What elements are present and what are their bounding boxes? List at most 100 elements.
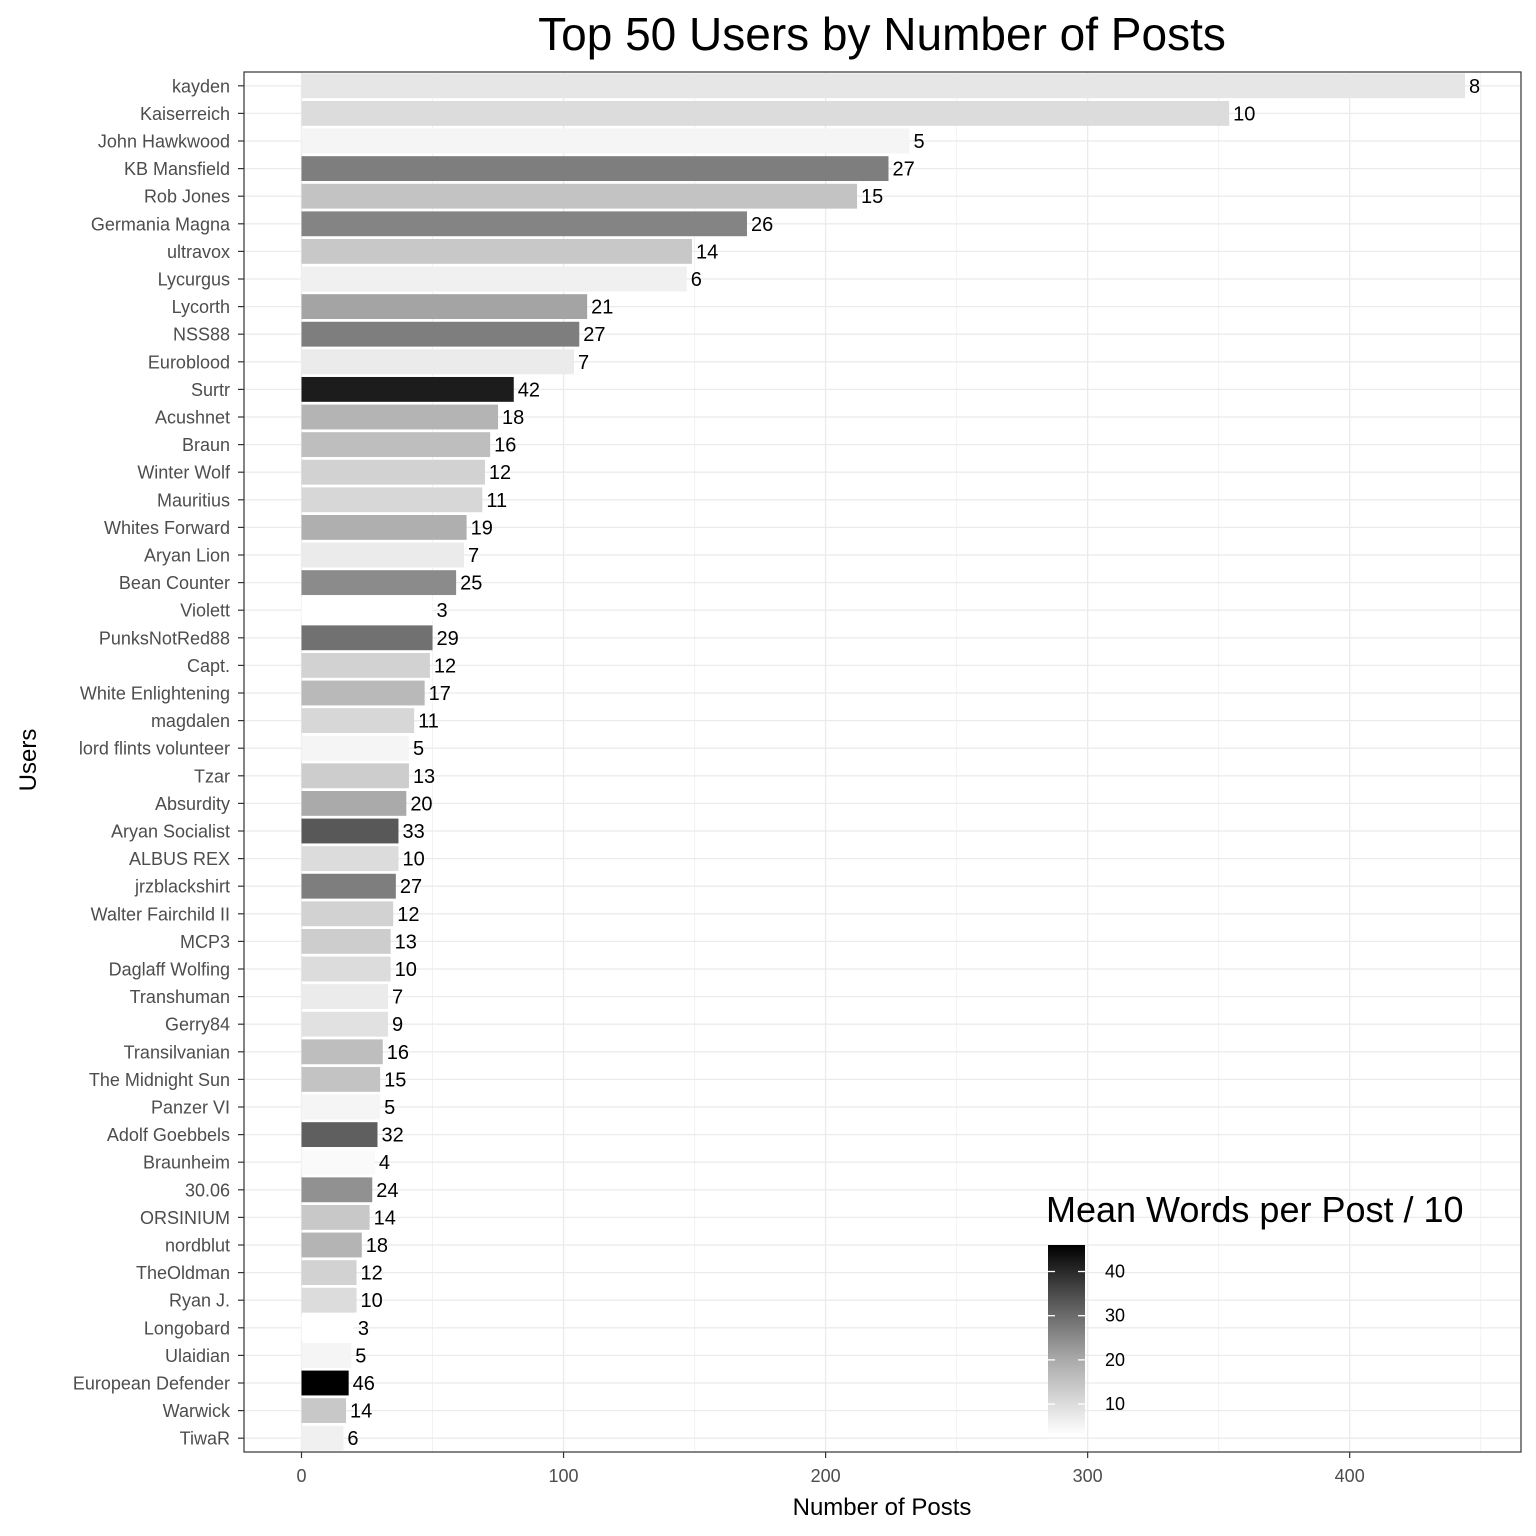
y-tick-label: nordblut: [165, 1236, 230, 1256]
legend-colorbar: [1048, 1245, 1085, 1435]
y-tick-label: jrzblackshirt: [134, 877, 230, 897]
bar-value-label: 4: [379, 1152, 390, 1174]
bar: [301, 73, 1466, 99]
color-legend: Mean Words per Post / 10 10 20 30 40: [1046, 1189, 1464, 1435]
y-tick-label: Panzer VI: [151, 1098, 230, 1118]
bar: [301, 211, 747, 237]
y-tick-label: Braun: [182, 435, 230, 455]
bar-value-label: 12: [361, 1263, 383, 1285]
bar: [301, 1260, 357, 1286]
legend-tick-label: 10: [1105, 1394, 1125, 1414]
y-tick-label: Whites Forward: [104, 518, 230, 538]
bar: [301, 294, 588, 320]
bar-value-label: 6: [347, 1428, 358, 1450]
bars: [301, 73, 1466, 1451]
bar: [301, 542, 464, 568]
y-axis: kayden Kaiserreich John Hawkwood KB Mansfie…: [73, 76, 244, 1449]
bar: [301, 404, 499, 430]
bar-value-label: 8: [1469, 76, 1480, 98]
y-tick-label: ALBUS REX: [129, 849, 230, 869]
bar: [301, 183, 858, 209]
bar-value-label: 15: [384, 1069, 406, 1091]
bar-value-label: 7: [468, 545, 479, 567]
bar-value-label: 3: [437, 600, 448, 622]
bar: [301, 597, 433, 623]
bar: [301, 652, 430, 678]
legend-tick-label: 20: [1105, 1350, 1125, 1370]
y-axis-title: Users: [15, 729, 42, 792]
bar-value-label: 5: [413, 738, 424, 760]
bar: [301, 1425, 344, 1451]
bar-value-label: 6: [691, 269, 702, 291]
bar: [301, 1066, 381, 1092]
y-tick-label: kayden: [172, 76, 230, 96]
y-tick-label: White Enlightening: [80, 684, 230, 704]
y-tick-label: Kaiserreich: [140, 104, 230, 124]
chart-title: Top 50 Users by Number of Posts: [538, 8, 1226, 60]
y-tick-label: Ryan J.: [169, 1291, 230, 1311]
bar-value-label: 7: [392, 987, 403, 1009]
bar-value-label: 16: [387, 1042, 409, 1064]
bar: [301, 376, 514, 402]
bar-value-label: 33: [402, 821, 424, 843]
bar: [301, 984, 388, 1010]
bar-value-label: 25: [460, 573, 482, 595]
y-tick-label: Mauritius: [157, 490, 230, 510]
bar: [301, 873, 396, 899]
bar-value-label: 10: [361, 1290, 383, 1312]
bar: [301, 846, 399, 872]
y-tick-label: Euroblood: [148, 352, 230, 372]
y-tick-label: Lycurgus: [158, 270, 230, 290]
bar: [301, 1287, 357, 1313]
y-tick-label: Aryan Socialist: [111, 822, 230, 842]
x-axis-title: Number of Posts: [793, 1494, 972, 1521]
y-tick-label: Braunheim: [143, 1153, 230, 1173]
bar: [301, 1204, 370, 1230]
y-tick-label: Lycorth: [172, 297, 230, 317]
bar: [301, 1177, 373, 1203]
bar: [301, 763, 409, 789]
y-tick-label: Transhuman: [130, 987, 230, 1007]
bar-value-label: 12: [489, 462, 511, 484]
bar-value-label: 13: [413, 766, 435, 788]
bar-value-label: 46: [353, 1373, 375, 1395]
x-tick-label: 0: [296, 1466, 306, 1486]
legend-tick-label: 40: [1105, 1262, 1125, 1282]
bar: [301, 1315, 354, 1341]
bar-value-label: 20: [410, 793, 432, 815]
bar: [301, 680, 425, 706]
y-tick-label: Bean Counter: [119, 573, 230, 593]
y-tick-label: Aryan Lion: [144, 546, 230, 566]
bar: [301, 956, 391, 982]
y-tick-label: TheOldman: [136, 1263, 230, 1283]
bar: [301, 625, 433, 651]
bar-value-label: 17: [429, 683, 451, 705]
plot-border: [243, 71, 1522, 1453]
bar-value-label: 3: [358, 1318, 369, 1340]
bar-value-label: 5: [384, 1097, 395, 1119]
value-labels: 8105271526146212774218161211197253291217…: [347, 76, 1480, 1450]
bar: [301, 1122, 378, 1148]
bar: [301, 432, 491, 458]
bar-value-label: 27: [583, 324, 605, 346]
bar: [301, 1342, 352, 1368]
y-tick-label: ORSINIUM: [140, 1208, 230, 1228]
bar-value-label: 26: [751, 214, 773, 236]
bar-value-label: 14: [350, 1401, 372, 1423]
bar-value-label: 5: [355, 1345, 366, 1367]
bar-value-label: 18: [502, 407, 524, 429]
y-tick-label: lord flints volunteer: [79, 739, 230, 759]
y-tick-label: Capt.: [187, 656, 230, 676]
bar-value-label: 27: [400, 876, 422, 898]
y-tick-label: Gerry84: [165, 1015, 230, 1035]
bar-value-label: 10: [402, 849, 424, 871]
bar-value-label: 10: [1233, 103, 1255, 125]
y-tick-label: John Hawkwood: [98, 132, 230, 152]
y-tick-label: Violett: [180, 601, 230, 621]
bar: [301, 238, 692, 264]
bar: [301, 790, 407, 816]
bar-value-label: 29: [437, 628, 459, 650]
bar-value-label: 16: [494, 435, 516, 457]
bar-value-label: 32: [381, 1125, 403, 1147]
